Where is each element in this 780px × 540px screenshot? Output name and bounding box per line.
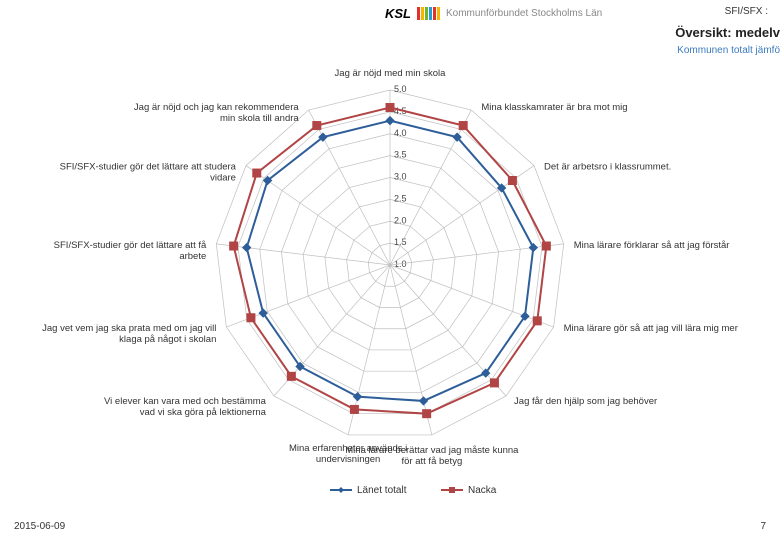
svg-text:Mina klasskamrater är bra mot: Mina klasskamrater är bra mot mig [481, 102, 627, 113]
logo-text: KSL [385, 6, 411, 21]
svg-text:Jag är nöjd med min skola: Jag är nöjd med min skola [335, 68, 447, 79]
svg-text:Jag får den hjälp som jag behö: Jag får den hjälp som jag behöver [514, 396, 657, 407]
logo-bars [417, 7, 440, 20]
svg-text:2.0: 2.0 [394, 215, 407, 225]
svg-text:SFI/SFX-studier gör det lättar: SFI/SFX-studier gör det lättare att fåar… [54, 240, 207, 262]
svg-text:Det är arbetsro i klassrummet.: Det är arbetsro i klassrummet. [544, 162, 671, 173]
svg-text:2.5: 2.5 [394, 193, 407, 203]
footer-page: 7 [760, 521, 766, 532]
svg-text:Länet totalt: Länet totalt [357, 485, 407, 496]
svg-text:SFI/SFX-studier gör det lättar: SFI/SFX-studier gör det lättare att stud… [60, 162, 237, 184]
logo: KSL Kommunförbundet Stockholms Län [385, 6, 602, 21]
svg-text:3.5: 3.5 [394, 150, 407, 160]
svg-text:3.0: 3.0 [394, 172, 407, 182]
svg-text:Mina erfarenheter används iund: Mina erfarenheter används iundervisninge… [289, 443, 407, 465]
svg-text:Jag vet vem jag ska prata med: Jag vet vem jag ska prata med om jag vil… [42, 323, 216, 345]
svg-text:Nacka: Nacka [468, 485, 497, 496]
svg-text:Mina lärare gör så att jag vil: Mina lärare gör så att jag vill lära mig… [564, 323, 738, 334]
logo-subtitle: Kommunförbundet Stockholms Län [446, 8, 602, 19]
footer-date: 2015-06-09 [14, 521, 65, 532]
svg-text:5.0: 5.0 [394, 84, 407, 94]
radar-chart: 1.01.52.02.53.03.54.04.55.0Jag är nöjd m… [0, 30, 780, 510]
svg-text:4.0: 4.0 [394, 128, 407, 138]
svg-text:Vi elever kan vara med och bes: Vi elever kan vara med och bestämmavad v… [104, 396, 267, 418]
svg-text:Jag är nöjd och jag kan rekomm: Jag är nöjd och jag kan rekommenderamin … [134, 102, 299, 124]
breadcrumb: SFI/SFX : [725, 6, 768, 17]
svg-text:Mina lärare förklarar så att j: Mina lärare förklarar så att jag förstår [574, 240, 730, 251]
